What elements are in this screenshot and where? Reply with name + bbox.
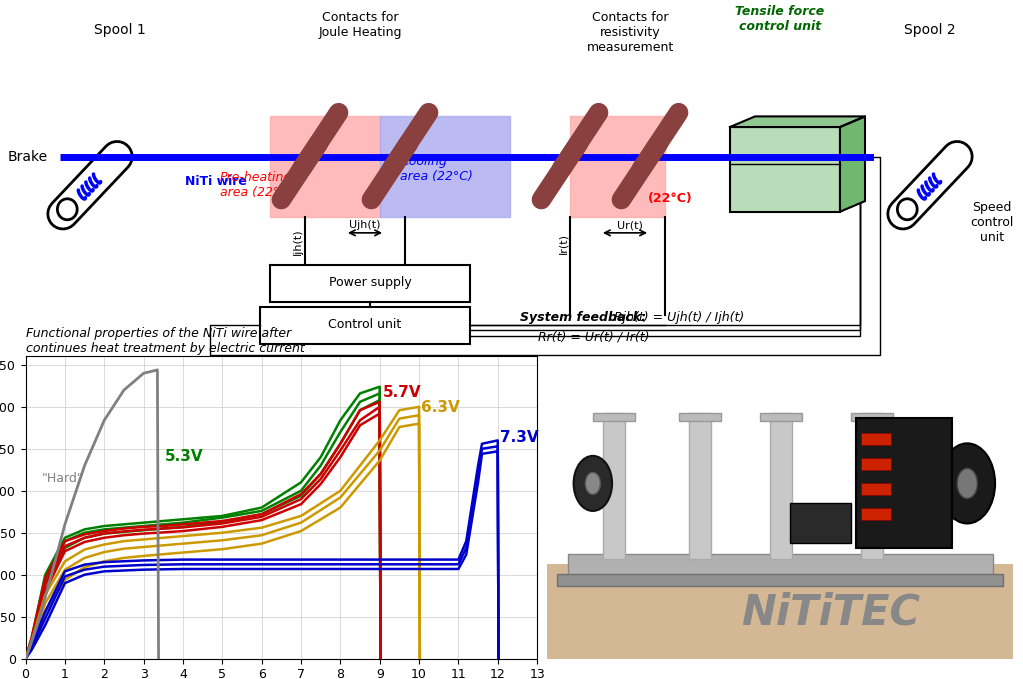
Text: Ir(t): Ir(t)	[558, 233, 568, 254]
Bar	[593, 414, 635, 422]
Text: Brake: Brake	[8, 149, 48, 164]
Text: 7.3V: 7.3V	[500, 430, 539, 445]
Bar	[270, 116, 380, 217]
Text: Rjh(t) = Ujh(t) / Ijh(t): Rjh(t) = Ujh(t) / Ijh(t)	[610, 311, 745, 324]
Text: Tensile force
control unit: Tensile force control unit	[736, 5, 825, 33]
Text: Ijh(t): Ijh(t)	[293, 228, 303, 255]
Bar	[770, 414, 792, 559]
Text: NiTi wire: NiTi wire	[185, 175, 247, 187]
Ellipse shape	[939, 443, 995, 524]
Text: Pre-heating
area (22°C): Pre-heating area (22°C)	[220, 171, 293, 199]
Bar	[568, 553, 992, 579]
Text: 5.7V: 5.7V	[383, 385, 421, 400]
Bar	[861, 509, 891, 521]
Bar	[679, 414, 721, 422]
Bar	[603, 414, 625, 559]
Bar	[856, 418, 952, 549]
Text: Ujh(t): Ujh(t)	[349, 221, 381, 230]
Text: 5.3V: 5.3V	[166, 449, 204, 464]
Ellipse shape	[585, 473, 601, 494]
Bar	[790, 503, 851, 543]
Text: NiTiTEC: NiTiTEC	[741, 591, 920, 634]
Ellipse shape	[574, 456, 612, 511]
Text: Cooling
area (22°C): Cooling area (22°C)	[400, 155, 473, 183]
Circle shape	[897, 199, 918, 220]
Text: Rr(t) = Ur(t) / Ir(t): Rr(t) = Ur(t) / Ir(t)	[538, 330, 650, 343]
Bar	[547, 564, 1013, 659]
Text: Spool 2: Spool 2	[904, 23, 955, 37]
Bar	[558, 574, 1003, 585]
Ellipse shape	[958, 469, 977, 498]
Text: Control unit: Control unit	[328, 318, 402, 331]
Bar	[688, 414, 711, 559]
Text: (22°C): (22°C)	[648, 192, 693, 206]
Text: Ur(t): Ur(t)	[617, 221, 642, 230]
Text: Speed
control
unit: Speed control unit	[970, 201, 1014, 244]
Text: Contacts for
resistivity
measurement: Contacts for resistivity measurement	[586, 11, 673, 54]
Circle shape	[57, 199, 77, 220]
Text: Contacts for
Joule Heating: Contacts for Joule Heating	[318, 11, 402, 39]
Bar	[861, 433, 891, 445]
Bar	[570, 116, 665, 217]
Polygon shape	[840, 116, 865, 212]
Text: 6.3V: 6.3V	[421, 400, 460, 415]
Bar	[760, 414, 802, 422]
Text: Power supply: Power supply	[328, 276, 411, 289]
Bar	[851, 414, 893, 422]
Text: Functional properties of the NiTi wire after
continues heat treatment by electri: Functional properties of the NiTi wire a…	[26, 327, 304, 355]
Text: "Hard": "Hard"	[41, 473, 83, 485]
Bar	[260, 307, 470, 344]
Bar	[861, 458, 891, 471]
Bar	[380, 116, 510, 217]
Bar	[270, 265, 470, 301]
Bar	[861, 414, 883, 559]
Text: Spool 1: Spool 1	[94, 23, 146, 37]
Bar	[861, 483, 891, 496]
Text: System feedback:: System feedback:	[520, 311, 647, 324]
Bar	[730, 127, 840, 212]
Polygon shape	[730, 116, 865, 127]
